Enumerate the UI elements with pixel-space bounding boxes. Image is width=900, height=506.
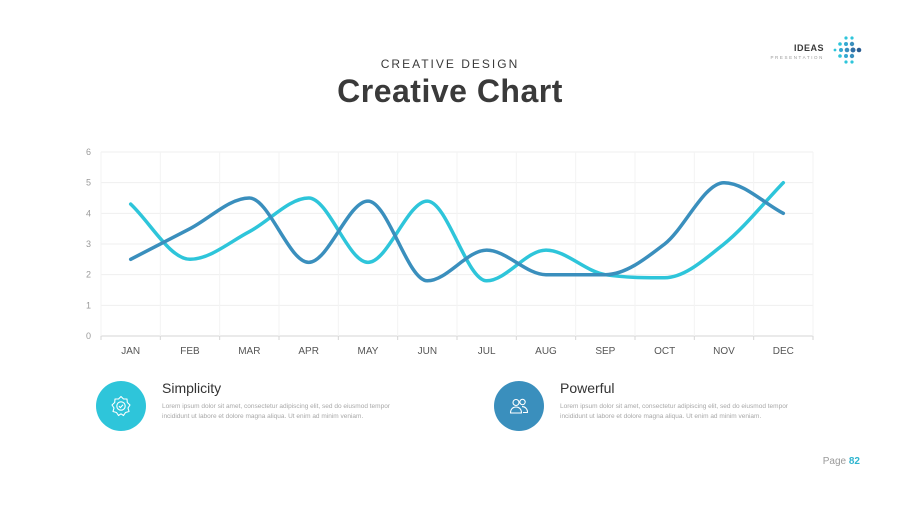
- y-tick-label: 2: [86, 270, 91, 280]
- y-tick-label: 1: [86, 300, 91, 310]
- x-tick-label: MAR: [238, 346, 260, 357]
- logo: IDEAS PRESENTATION: [770, 36, 862, 68]
- series-line-2: [128, 180, 786, 283]
- logo-text: IDEAS PRESENTATION: [770, 42, 824, 61]
- users-icon: [509, 398, 529, 414]
- page-label: Page: [822, 456, 847, 467]
- x-tick-label: OCT: [654, 346, 675, 357]
- logo-sub-text: PRESENTATION: [770, 54, 824, 60]
- slide-title: Creative Chart: [337, 73, 563, 109]
- x-tick-label: JUL: [478, 346, 496, 357]
- y-tick-label: 6: [86, 147, 91, 157]
- slide-subtitle: CREATIVE DESIGN: [380, 57, 520, 71]
- x-tick-label: SEP: [595, 346, 615, 357]
- y-tick-label: 3: [86, 239, 91, 249]
- x-tick-label: NOV: [713, 346, 735, 357]
- y-tick-label: 4: [86, 208, 91, 218]
- dots-logo-icon: [833, 36, 862, 64]
- logo-main-text: IDEAS: [793, 42, 824, 53]
- x-tick-label: DEC: [773, 346, 794, 357]
- gear-icon: [111, 395, 131, 417]
- feature-description: Lorem ipsum dolor sit amet, consectetur …: [560, 403, 788, 420]
- feature-icon-circle: [96, 381, 146, 431]
- x-tick-label: MAY: [358, 346, 379, 357]
- feature-title: Powerful: [560, 380, 615, 396]
- feature-description: Lorem ipsum dolor sit amet, consectetur …: [162, 403, 390, 420]
- series-line-1: [128, 180, 786, 283]
- feature-title: Simplicity: [162, 380, 222, 396]
- y-tick-label: 0: [86, 331, 91, 341]
- x-tick-label: AUG: [535, 346, 557, 357]
- x-tick-label: APR: [298, 346, 319, 357]
- y-tick-label: 5: [86, 178, 91, 188]
- x-tick-label: FEB: [180, 346, 200, 357]
- page-number: 82: [848, 456, 860, 467]
- feature-icon-circle: [494, 381, 544, 431]
- x-tick-label: JUN: [418, 346, 437, 357]
- page-indicator: Page 82: [823, 456, 860, 467]
- x-tick-label: JAN: [121, 346, 140, 357]
